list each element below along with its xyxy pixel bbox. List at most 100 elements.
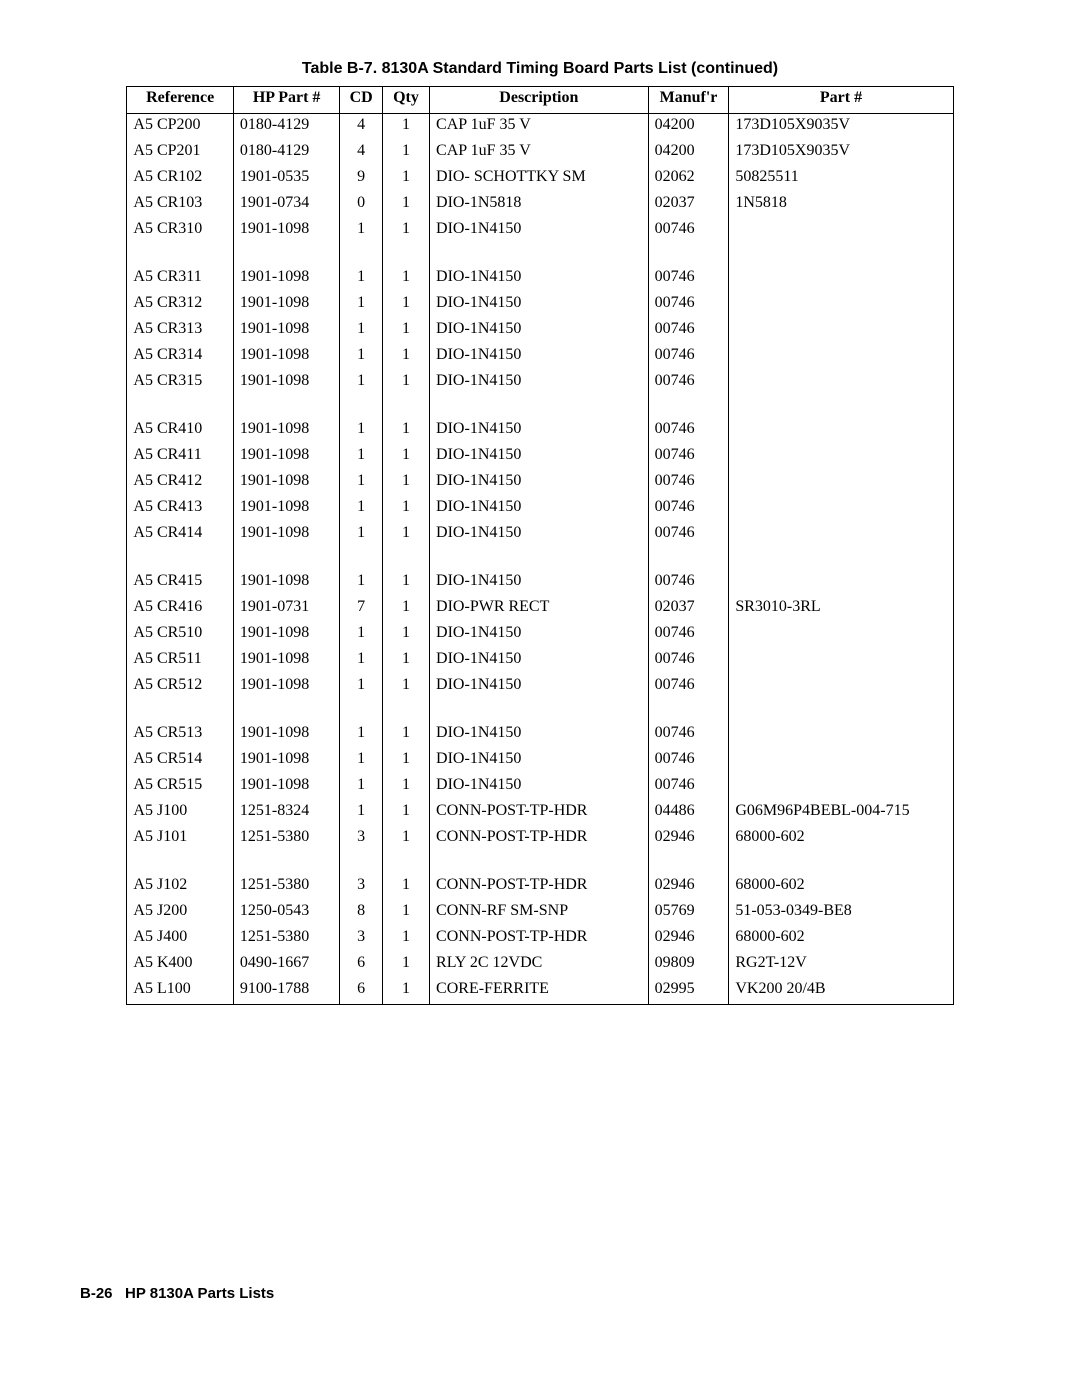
cell-reference: A5 CR416 [127, 596, 233, 622]
cell-reference: A5 J101 [127, 826, 233, 852]
cell-hp-part: 1901-1098 [233, 418, 339, 444]
cell-part: 173D105X9035V [729, 140, 953, 166]
cell-hp-part: 1901-1098 [233, 218, 339, 244]
cell-description: CONN-POST-TP-HDR [430, 826, 649, 852]
cell-qty: 1 [382, 900, 429, 926]
cell-part [729, 318, 953, 344]
col-part: Part # [729, 87, 953, 114]
cell-qty: 1 [382, 140, 429, 166]
cell-description: DIO-1N4150 [430, 470, 649, 496]
cell-part: 1N5818 [729, 192, 953, 218]
cell-hp-part: 1901-1098 [233, 522, 339, 548]
cell-reference: A5 CR413 [127, 496, 233, 522]
cell-part: G06M96P4BEBL-004-715 [729, 800, 953, 826]
cell-reference: A5 CR511 [127, 648, 233, 674]
table-row: A5 CR3111901-109811DIO-1N415000746 [127, 266, 953, 292]
cell-manufr: 02946 [648, 826, 729, 852]
spacer-cell [382, 396, 429, 418]
col-description: Description [430, 87, 649, 114]
table-row: A5 CR4121901-109811DIO-1N415000746 [127, 470, 953, 496]
cell-part: RG2T-12V [729, 952, 953, 978]
cell-hp-part: 1901-1098 [233, 444, 339, 470]
cell-manufr: 00746 [648, 774, 729, 800]
cell-qty: 1 [382, 370, 429, 396]
spacer-cell [233, 244, 339, 266]
cell-qty: 1 [382, 926, 429, 952]
cell-reference: A5 CR411 [127, 444, 233, 470]
cell-cd: 1 [340, 722, 383, 748]
spacer-cell [729, 244, 953, 266]
cell-reference: A5 CR415 [127, 570, 233, 596]
cell-manufr: 05769 [648, 900, 729, 926]
cell-manufr: 04200 [648, 140, 729, 166]
spacer-cell [430, 244, 649, 266]
table-title: Table B-7. 8130A Standard Timing Board P… [70, 60, 1010, 78]
parts-table: Reference HP Part # CD Qty Description M… [126, 86, 953, 1005]
cell-qty: 1 [382, 648, 429, 674]
cell-manufr: 04486 [648, 800, 729, 826]
cell-description: DIO-1N5818 [430, 192, 649, 218]
cell-hp-part: 1251-5380 [233, 826, 339, 852]
cell-qty: 1 [382, 622, 429, 648]
table-row: A5 J1021251-538031CONN-POST-TP-HDR029466… [127, 874, 953, 900]
cell-part: VK200 20/4B [729, 978, 953, 1005]
table-row: A5 CR3101901-109811DIO-1N415000746 [127, 218, 953, 244]
cell-reference: A5 CR311 [127, 266, 233, 292]
cell-cd: 0 [340, 192, 383, 218]
cell-reference: A5 J100 [127, 800, 233, 826]
cell-reference: A5 CR315 [127, 370, 233, 396]
cell-part [729, 444, 953, 470]
cell-cd: 1 [340, 344, 383, 370]
cell-reference: A5 J102 [127, 874, 233, 900]
table-row [127, 852, 953, 874]
cell-description: DIO-1N4150 [430, 370, 649, 396]
cell-description: CAP 1uF 35 V [430, 140, 649, 166]
cell-manufr: 00746 [648, 444, 729, 470]
table-row [127, 548, 953, 570]
cell-cd: 6 [340, 952, 383, 978]
cell-reference: A5 CR102 [127, 166, 233, 192]
cell-description: DIO-1N4150 [430, 674, 649, 700]
table-row: A5 J2001250-054381CONN-RF SM-SNP0576951-… [127, 900, 953, 926]
cell-part: 173D105X9035V [729, 114, 953, 141]
spacer-cell [340, 548, 383, 570]
cell-hp-part: 1901-1098 [233, 674, 339, 700]
cell-qty: 1 [382, 748, 429, 774]
table-row: A5 CR4101901-109811DIO-1N415000746 [127, 418, 953, 444]
cell-qty: 1 [382, 318, 429, 344]
cell-description: RLY 2C 12VDC [430, 952, 649, 978]
table-row: A5 CR5131901-109811DIO-1N415000746 [127, 722, 953, 748]
cell-hp-part: 1250-0543 [233, 900, 339, 926]
cell-qty: 1 [382, 978, 429, 1005]
cell-cd: 1 [340, 774, 383, 800]
cell-part [729, 470, 953, 496]
cell-cd: 1 [340, 570, 383, 596]
cell-hp-part: 1901-1098 [233, 722, 339, 748]
spacer-cell [233, 700, 339, 722]
spacer-cell [340, 244, 383, 266]
cell-manufr: 02995 [648, 978, 729, 1005]
cell-qty: 1 [382, 522, 429, 548]
cell-reference: A5 CR312 [127, 292, 233, 318]
cell-reference: A5 CR314 [127, 344, 233, 370]
cell-qty: 1 [382, 774, 429, 800]
cell-cd: 3 [340, 826, 383, 852]
cell-hp-part: 1901-1098 [233, 496, 339, 522]
cell-description: DIO-1N4150 [430, 292, 649, 318]
spacer-cell [729, 548, 953, 570]
cell-cd: 1 [340, 800, 383, 826]
cell-description: DIO-1N4150 [430, 344, 649, 370]
cell-hp-part: 1901-1098 [233, 622, 339, 648]
cell-qty: 1 [382, 722, 429, 748]
spacer-cell [127, 244, 233, 266]
cell-part: 68000-602 [729, 926, 953, 952]
cell-description: CONN-POST-TP-HDR [430, 926, 649, 952]
cell-hp-part: 1251-8324 [233, 800, 339, 826]
cell-description: DIO-1N4150 [430, 522, 649, 548]
table-row: A5 CP2010180-412941CAP 1uF 35 V04200173D… [127, 140, 953, 166]
cell-description: DIO-1N4150 [430, 648, 649, 674]
cell-description: DIO-1N4150 [430, 418, 649, 444]
cell-hp-part: 1901-0731 [233, 596, 339, 622]
spacer-cell [382, 700, 429, 722]
spacer-cell [382, 244, 429, 266]
